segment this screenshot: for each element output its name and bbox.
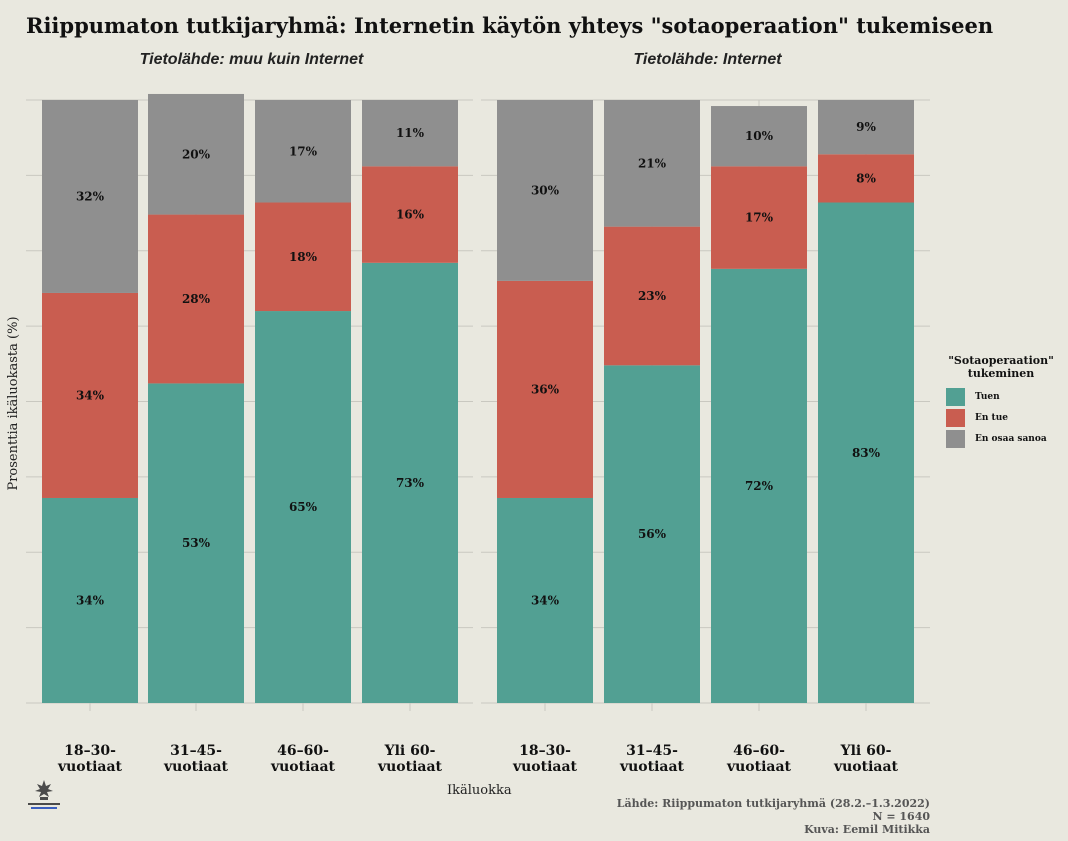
data-label: 34%: [531, 593, 560, 607]
panel-title: Tietolähde: muu kuin Internet: [140, 51, 364, 68]
x-tick-label: Yli 60-: [840, 743, 892, 759]
x-tick-label: vuotiaat: [726, 759, 792, 775]
x-tick-label: Yli 60-: [384, 743, 436, 759]
legend: "Sotaoperaation" tukeminen Tuen En tue E…: [946, 354, 1068, 449]
legend-label-en-osaa-sanoa: En osaa sanoa: [975, 434, 1047, 444]
legend-label-tuen: Tuen: [975, 392, 1000, 402]
x-tick-label: vuotiaat: [270, 759, 336, 775]
legend-swatch-tuen: [946, 388, 965, 406]
legend-swatch-en-osaa-sanoa: [946, 430, 965, 448]
university-logo: [28, 780, 60, 809]
bar-segment: [362, 100, 458, 167]
data-label: 10%: [745, 129, 774, 143]
image-credit: Kuva: Eemil Mitikka: [804, 823, 930, 836]
data-label: 18%: [289, 250, 318, 264]
data-label: 11%: [396, 126, 425, 140]
data-label: 16%: [396, 208, 425, 222]
bar-segment: [497, 100, 593, 281]
bar-segment: [42, 292, 138, 498]
data-label: 56%: [638, 527, 667, 541]
bar-segment: [362, 166, 458, 263]
x-axis-title: Ikäluokka: [447, 783, 512, 798]
x-tick-label: vuotiaat: [512, 759, 578, 775]
x-tick-label: vuotiaat: [833, 759, 899, 775]
data-label: 17%: [745, 211, 774, 225]
bar-segment: [42, 100, 138, 293]
x-tick-label: 18–30-: [64, 743, 116, 759]
data-label: 23%: [638, 289, 667, 303]
legend-title-line2: tukeminen: [967, 367, 1035, 380]
bar-segment: [818, 154, 914, 203]
legend-title-line1: "Sotaoperaation": [948, 354, 1054, 367]
legend-item-en-osaa-sanoa: En osaa sanoa: [946, 429, 1068, 449]
bar-segment: [255, 202, 351, 312]
legend-title: "Sotaoperaation" tukeminen: [946, 354, 1056, 380]
x-tick-label: vuotiaat: [619, 759, 685, 775]
bar-segment: [604, 226, 700, 366]
data-label: 32%: [76, 189, 105, 203]
bar-segment: [255, 311, 351, 703]
x-tick-label: 31–45-: [626, 743, 678, 759]
bar-segment: [818, 202, 914, 703]
bar-segment: [148, 93, 244, 215]
bar-segment: [42, 497, 138, 703]
x-tick-label: vuotiaat: [57, 759, 123, 775]
bar-segment: [818, 100, 914, 155]
source-line: Lähde: Riippumaton tutkijaryhmä (28.2.–1…: [616, 797, 930, 810]
data-label: 21%: [638, 156, 667, 170]
data-label: 9%: [856, 120, 876, 134]
data-label: 20%: [182, 147, 211, 161]
x-tick-label: 31–45-: [170, 743, 222, 759]
bar-segment: [362, 262, 458, 703]
bar-segment: [711, 166, 807, 269]
x-tick-label: 46–60-: [277, 743, 329, 759]
data-label: 73%: [396, 476, 425, 490]
data-label: 53%: [182, 536, 211, 550]
chart-title: Riippumaton tutkijaryhmä: Internetin käy…: [26, 13, 994, 38]
legend-item-tuen: Tuen: [946, 387, 1068, 407]
x-tick-label: vuotiaat: [377, 759, 443, 775]
bar-segment: [711, 106, 807, 167]
source-note: Lähde: Riippumaton tutkijaryhmä (28.2.–1…: [617, 797, 930, 836]
data-label: 36%: [531, 382, 560, 396]
bar-segment: [497, 497, 593, 703]
bar-segment: [604, 365, 700, 703]
data-label: 8%: [856, 171, 876, 185]
data-label: 30%: [531, 183, 560, 197]
legend-label-en-tue: En tue: [975, 413, 1008, 423]
sample-size: N = 1640: [872, 810, 930, 823]
x-tick-label: 18–30-: [519, 743, 571, 759]
data-label: 34%: [76, 388, 105, 402]
bar-segment: [497, 280, 593, 498]
data-label: 72%: [745, 479, 774, 493]
legend-swatch-en-tue: [946, 409, 965, 427]
x-tick-label: 46–60-: [733, 743, 785, 759]
bar-segment: [711, 268, 807, 703]
y-axis-title: Prosenttia ikäluokasta (%): [6, 316, 21, 490]
bar-segment: [604, 100, 700, 227]
data-label: 34%: [76, 593, 105, 607]
data-label: 28%: [182, 292, 211, 306]
legend-item-en-tue: En tue: [946, 408, 1068, 428]
data-label: 65%: [289, 500, 318, 514]
x-tick-label: vuotiaat: [163, 759, 229, 775]
panel-title: Tietolähde: Internet: [633, 51, 782, 68]
bar-segment: [148, 214, 244, 384]
data-label: 83%: [852, 446, 881, 460]
data-label: 17%: [289, 144, 318, 158]
bar-segment: [148, 383, 244, 703]
bar-segment: [255, 100, 351, 203]
